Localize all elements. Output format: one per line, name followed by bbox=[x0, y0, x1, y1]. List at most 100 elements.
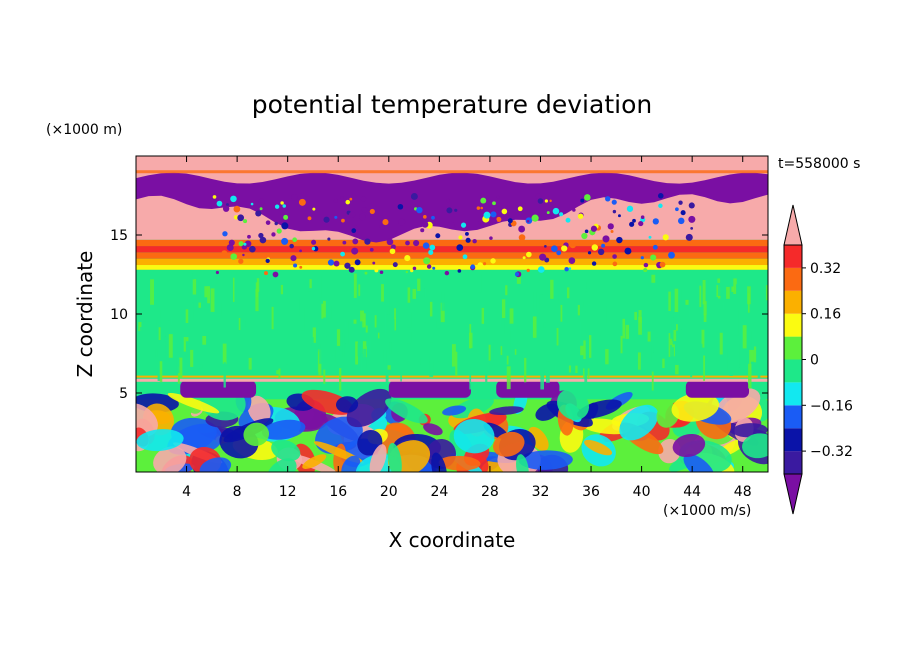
upper-fleck bbox=[255, 210, 262, 217]
upper-fleck bbox=[584, 229, 589, 234]
mid-streak bbox=[748, 363, 752, 389]
mid-streak bbox=[176, 358, 180, 374]
lower-blob bbox=[671, 392, 720, 422]
upper-fleck bbox=[299, 265, 303, 269]
upper-fleck bbox=[431, 215, 435, 220]
mid-streak bbox=[584, 281, 587, 292]
mid-streak bbox=[199, 364, 203, 369]
mid-streak bbox=[485, 370, 488, 386]
mid-streak bbox=[622, 318, 626, 339]
lower-blob bbox=[518, 450, 573, 470]
upper-fleck bbox=[359, 213, 366, 221]
mid-streak bbox=[586, 288, 590, 304]
inversion-cap bbox=[388, 380, 471, 398]
lower-blob bbox=[516, 454, 529, 472]
mid-streak bbox=[748, 311, 751, 316]
mid-streak bbox=[202, 335, 207, 345]
upper-fleck bbox=[221, 250, 228, 256]
mid-streak bbox=[747, 330, 752, 345]
upper-fleck bbox=[507, 218, 513, 224]
mid-streak bbox=[553, 365, 556, 374]
upper-fleck bbox=[413, 239, 420, 247]
upper-fleck bbox=[518, 234, 526, 241]
mid-streak bbox=[192, 279, 197, 295]
mid-streak bbox=[505, 285, 508, 296]
upper-fleck bbox=[605, 196, 611, 202]
upper-fleck bbox=[420, 228, 425, 233]
upper-fleck bbox=[435, 233, 441, 239]
upper-fleck bbox=[677, 217, 685, 225]
mid-streak bbox=[701, 329, 705, 348]
mid-streak bbox=[210, 288, 215, 312]
mid-streak bbox=[451, 344, 456, 367]
upper-fleck bbox=[456, 244, 464, 251]
mid-streak bbox=[679, 307, 683, 330]
upper-fleck bbox=[581, 232, 588, 240]
mid-streak bbox=[345, 321, 349, 344]
colorbar-swatch bbox=[784, 451, 802, 474]
upper-fleck bbox=[501, 208, 508, 215]
mid-streak bbox=[703, 314, 707, 322]
mid-streak bbox=[192, 273, 195, 280]
upper-fleck bbox=[539, 253, 547, 261]
mid-streak bbox=[676, 322, 680, 345]
upper-fleck bbox=[405, 240, 410, 246]
colorbar-swatch bbox=[784, 382, 802, 406]
mid-streak bbox=[723, 302, 726, 310]
mid-streak bbox=[276, 370, 280, 375]
mid-streak bbox=[546, 361, 550, 383]
mid-streak bbox=[681, 329, 684, 338]
colorbar-swatch bbox=[784, 290, 802, 314]
upper-fleck bbox=[348, 266, 355, 273]
inversion-cap bbox=[496, 380, 560, 398]
warm-band bbox=[136, 258, 768, 266]
upper-cold-band bbox=[136, 172, 768, 243]
mid-streak bbox=[514, 349, 517, 355]
top-band bbox=[136, 170, 768, 174]
mid-streak bbox=[477, 274, 482, 293]
upper-fleck bbox=[354, 259, 361, 266]
upper-fleck bbox=[327, 259, 335, 266]
upper-fleck bbox=[311, 246, 316, 251]
mid-streak bbox=[538, 280, 541, 287]
lower-blob bbox=[557, 388, 590, 420]
upper-fleck bbox=[626, 205, 634, 212]
mid-streak bbox=[751, 349, 755, 362]
upper-fleck bbox=[518, 225, 526, 233]
mid-streak bbox=[575, 365, 578, 374]
mid-streak bbox=[668, 291, 671, 311]
mid-streak bbox=[625, 324, 630, 339]
upper-fleck bbox=[342, 240, 347, 245]
mid-streak bbox=[699, 343, 703, 356]
mid-streak bbox=[307, 291, 312, 313]
upper-fleck bbox=[559, 212, 564, 217]
mid-streak bbox=[654, 313, 658, 338]
mid-streak bbox=[539, 294, 543, 314]
mid-streak bbox=[222, 285, 224, 298]
mid-streak bbox=[705, 278, 709, 285]
upper-fleck bbox=[662, 234, 669, 241]
upper-fleck bbox=[276, 228, 282, 234]
mid-streak bbox=[441, 292, 445, 311]
lower-blob bbox=[442, 405, 467, 416]
mid-streak bbox=[232, 277, 235, 302]
mid-streak bbox=[336, 329, 341, 346]
mid-streak bbox=[353, 319, 357, 324]
upper-fleck bbox=[490, 258, 496, 264]
upper-fleck bbox=[422, 242, 430, 249]
upper-fleck bbox=[386, 238, 394, 246]
upper-fleck bbox=[457, 269, 462, 273]
mid-streak bbox=[568, 365, 572, 373]
upper-fleck bbox=[345, 199, 351, 205]
mid-streak bbox=[387, 365, 391, 370]
upper-fleck bbox=[492, 201, 496, 206]
mid-streak bbox=[640, 282, 645, 307]
upper-fleck bbox=[340, 196, 344, 200]
mid-streak bbox=[365, 325, 368, 333]
lower-blob bbox=[302, 454, 327, 469]
upper-fleck bbox=[460, 222, 467, 228]
upper-fleck bbox=[618, 214, 621, 218]
mid-streak bbox=[191, 302, 194, 321]
upper-fleck bbox=[233, 215, 239, 220]
x-axis: 4 8 12 16 20 24 28 32 36 40 44 48 bbox=[182, 156, 752, 500]
